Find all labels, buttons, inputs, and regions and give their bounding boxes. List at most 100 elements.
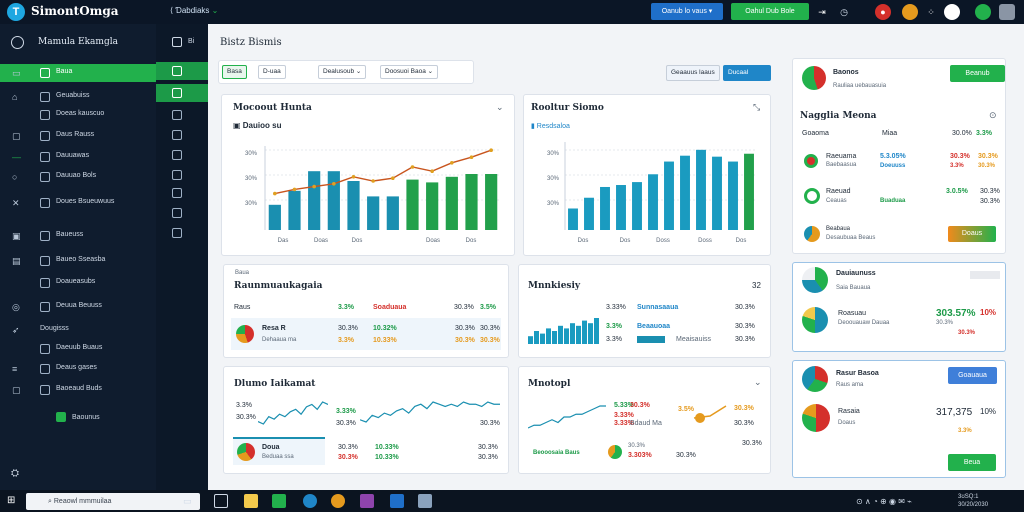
- panel-action-button[interactable]: Goauaua: [948, 367, 997, 384]
- taskbar-search[interactable]: ⌕ Reaowl mmmuilaa: [26, 493, 200, 510]
- mini-bar: [570, 323, 575, 344]
- sidebar-item-0[interactable]: ▭ Baua: [0, 64, 156, 82]
- line-1-title: Dlumo Iaikamat: [234, 379, 316, 389]
- app-icon[interactable]: [360, 494, 374, 508]
- cell: 30.3%: [742, 440, 762, 447]
- box-icon: [40, 92, 50, 102]
- settings-icon[interactable]: ⊙: [989, 110, 997, 120]
- panel-action-button[interactable]: Beanub: [950, 65, 1005, 82]
- s2-item-2[interactable]: [156, 106, 208, 124]
- share-button[interactable]: Oanub lo vaus ▾: [651, 3, 723, 20]
- publish-button[interactable]: Oahul Dub Bole: [731, 3, 809, 20]
- sidebar-item-3[interactable]: ▢ Daus Rauss: [12, 131, 95, 141]
- mini-bar: [534, 331, 539, 344]
- date-select[interactable]: Doosuoi Baoa ⌄: [380, 65, 439, 79]
- row-action-button[interactable]: Doaus: [948, 226, 996, 242]
- box-icon: [40, 278, 50, 288]
- settings-icon[interactable]: [11, 36, 24, 49]
- folder-icon[interactable]: [244, 494, 258, 508]
- collapse-icon[interactable]: ⤡: [753, 102, 761, 112]
- sidebar-item-10[interactable]: ◎ Deuua Beuuss: [12, 302, 102, 312]
- box-icon: [172, 130, 182, 140]
- row-sub: Desaubuaa Beaus: [826, 235, 876, 241]
- s2-item-1[interactable]: [156, 84, 208, 102]
- y-tick: 30%: [245, 151, 258, 157]
- s2-item-0[interactable]: [156, 62, 208, 80]
- apps-icon[interactable]: ⁘: [927, 7, 935, 17]
- s2-item-7[interactable]: [156, 204, 208, 222]
- sidebar-item-12[interactable]: Daeuub Buaus: [0, 340, 156, 358]
- metric-change: 10%: [980, 308, 997, 317]
- s2-item-6[interactable]: [156, 184, 208, 202]
- mini-bar: [576, 325, 581, 344]
- workspace-selector[interactable]: ⟨ Ɗabdiaks ⌄: [170, 6, 219, 15]
- s2-item-3[interactable]: [156, 126, 208, 144]
- bar: [308, 171, 321, 230]
- taskbar-clock[interactable]: 3ʊSQ:1 30/20/2030: [958, 494, 989, 508]
- cell: 10.33%: [373, 337, 397, 344]
- app-icon[interactable]: [390, 494, 404, 508]
- cell: 3.33%: [614, 412, 634, 419]
- sidebar-title: Mamula Ekamgla: [38, 37, 118, 47]
- sidebar-item-6[interactable]: ✕ Doues Bsueuwuus: [12, 198, 115, 208]
- bar: [616, 185, 626, 230]
- notification-icon[interactable]: [944, 4, 960, 20]
- list-icon: ≡: [12, 364, 18, 374]
- point: [292, 187, 297, 192]
- sidebar-item-11[interactable]: ➶ Dougisss: [12, 325, 69, 335]
- support-icon[interactable]: ⛭: [11, 468, 19, 479]
- cell: Buaduaa: [880, 198, 906, 204]
- cell: 3.0.5%: [946, 188, 968, 195]
- app-icon[interactable]: [214, 494, 228, 508]
- sidebar-item-7[interactable]: ▣ Baueuss: [12, 231, 84, 241]
- mini-bar: [558, 325, 563, 344]
- sidebar-item-8[interactable]: ▤ Baueo Sseasba: [12, 256, 106, 266]
- export-button[interactable]: Geaauus laaus: [666, 65, 720, 81]
- bottom-action-button[interactable]: Beua: [948, 454, 996, 471]
- chevron-down-icon[interactable]: ⌄: [754, 377, 762, 387]
- chevron-down-icon[interactable]: ⌄: [496, 102, 504, 112]
- panel-title: Baonos: [833, 69, 859, 76]
- edge-icon[interactable]: [303, 494, 317, 508]
- s2-item-4[interactable]: [156, 146, 208, 164]
- status-icon[interactable]: [975, 4, 991, 20]
- tab-basa[interactable]: Basa: [222, 65, 247, 79]
- sidebar-item-5[interactable]: ○ Dauuao Bols: [12, 172, 97, 182]
- box-icon: [172, 170, 182, 180]
- expand-icon[interactable]: ⇥: [818, 7, 826, 17]
- task-view-icon[interactable]: ▭: [183, 496, 192, 506]
- tray-icons[interactable]: ⊙ ∧ ◔ ⊕ ◉ ✉ ⌁: [856, 497, 912, 506]
- sparkline-2: [360, 401, 500, 423]
- cell: 3.33%: [614, 420, 634, 427]
- placeholder-bar: [970, 271, 1000, 279]
- row-sub: Doaus: [838, 420, 856, 426]
- windows-start-icon[interactable]: ⊞: [7, 495, 16, 506]
- tab-dua[interactable]: D-uaa: [258, 65, 286, 79]
- clock-icon[interactable]: ◷: [840, 7, 848, 17]
- mini-bar: [651, 336, 665, 343]
- sidebar-item-4[interactable]: — Dauuawas: [12, 152, 90, 162]
- avatar[interactable]: [902, 4, 918, 20]
- filter-select[interactable]: Dealusoub ⌄: [318, 65, 367, 79]
- sidebar-item-14[interactable]: ▢ Baoeaud Buds: [12, 385, 102, 395]
- cell: 30.3%: [735, 323, 755, 330]
- alert-icon[interactable]: ●: [875, 4, 891, 20]
- bar: [367, 196, 380, 230]
- sidebar-item-2[interactable]: Doeas kauscuo: [0, 106, 156, 124]
- sidebar-item-1[interactable]: ⌂ Geuabuiss: [12, 92, 90, 102]
- user-avatar[interactable]: [999, 4, 1015, 20]
- chrome-icon[interactable]: [331, 494, 345, 508]
- s2-item-8[interactable]: [156, 224, 208, 242]
- sidebar-item-13[interactable]: ≡ Deaus gases: [12, 364, 97, 374]
- app-icon[interactable]: [418, 494, 432, 508]
- apply-button[interactable]: Ducaal: [723, 65, 771, 81]
- box-icon: [40, 152, 50, 162]
- sidebar-item-9[interactable]: Doaueasubs: [0, 274, 156, 292]
- table-row[interactable]: [231, 318, 501, 350]
- s2-item-5[interactable]: [156, 166, 208, 184]
- row-pie-icon: [802, 404, 830, 432]
- cell: 30.3%: [480, 325, 500, 332]
- summary-pie-icon: [802, 66, 826, 90]
- app-icon[interactable]: [272, 494, 286, 508]
- sidebar-footer-label[interactable]: Baounus: [72, 414, 100, 421]
